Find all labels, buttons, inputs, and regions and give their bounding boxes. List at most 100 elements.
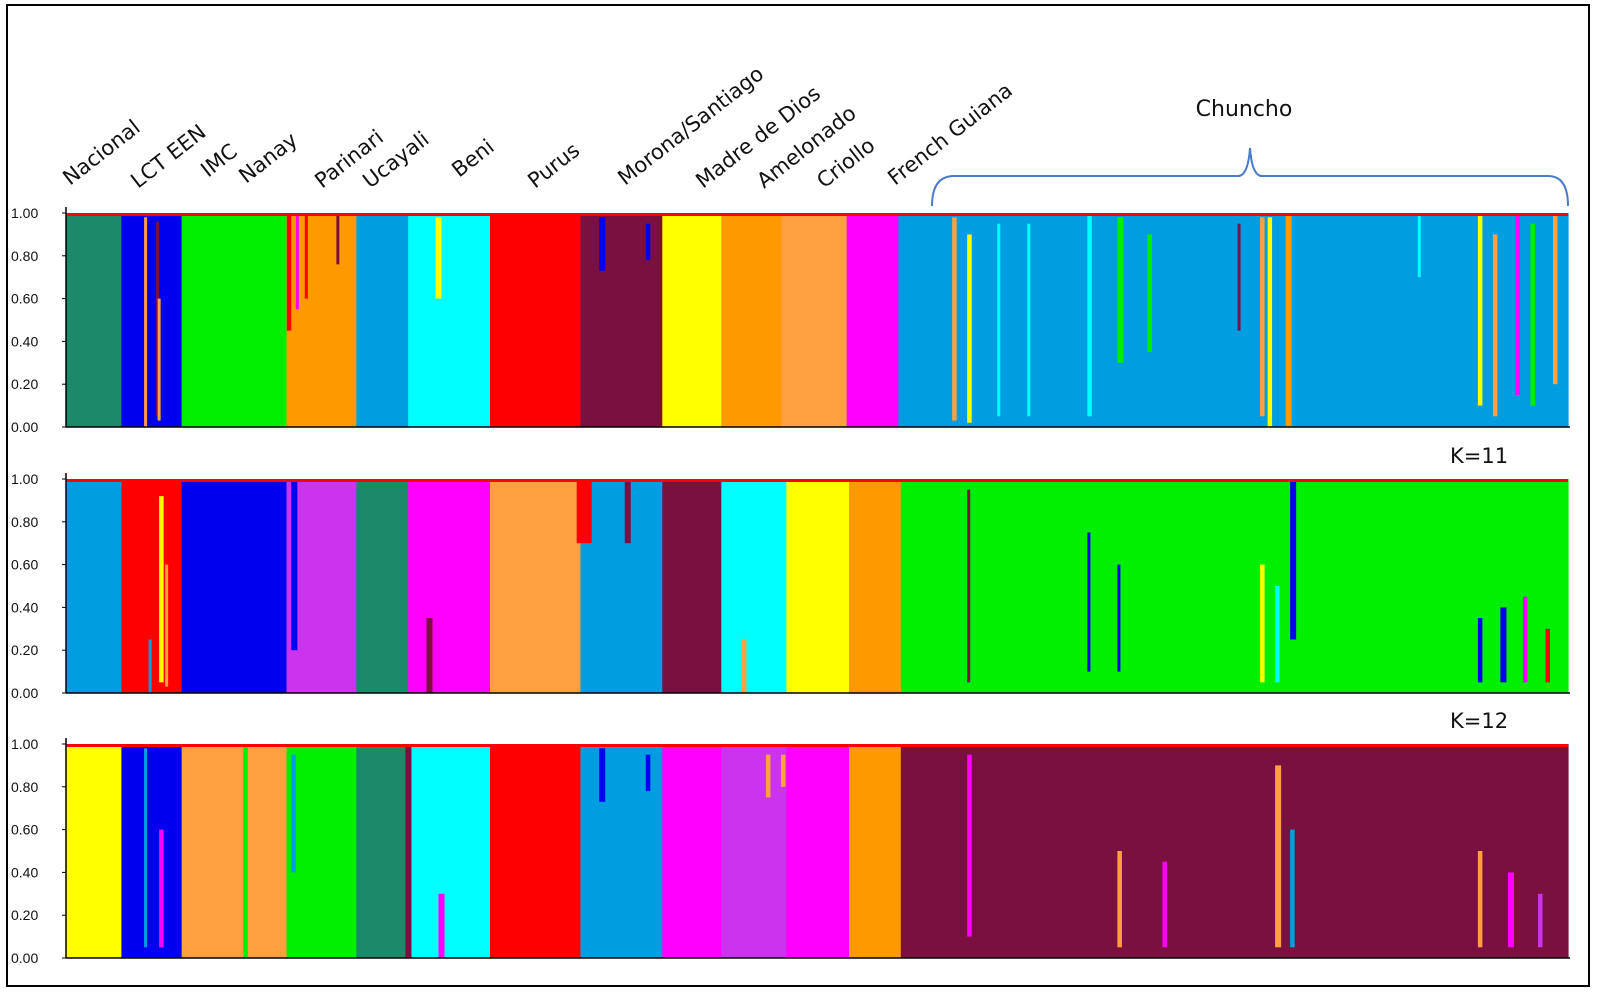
admixture-streak — [1552, 213, 1558, 385]
admixture-streak — [243, 744, 248, 958]
population-label: Beni — [447, 134, 498, 182]
admixture-streak — [291, 754, 296, 873]
population-block — [356, 479, 409, 693]
admixture-streak — [1117, 851, 1122, 948]
admixture-streak — [1477, 213, 1483, 406]
y-tick-label: 0.80 — [11, 514, 38, 530]
population-block — [848, 744, 902, 958]
population-block — [490, 744, 582, 958]
population-block — [781, 213, 848, 427]
admixture-streak — [1290, 829, 1295, 948]
bracket-line — [931, 147, 1569, 207]
population-block — [408, 213, 491, 427]
k-label: K=11 — [1450, 444, 1508, 468]
y-tick-label: 0.00 — [11, 419, 38, 435]
admixture-streak — [1087, 213, 1092, 417]
admixture-streak — [336, 213, 340, 265]
admixture-streak — [1027, 223, 1031, 417]
admixture-streak — [1530, 223, 1535, 406]
chuncho-label: Chuncho — [1196, 97, 1293, 122]
population-block — [181, 744, 288, 958]
panel-2: 1.00 0.80 0.60 0.40 0.20 0.00 K=11 — [11, 444, 1570, 701]
admixture-streak — [1275, 765, 1282, 948]
population-block — [898, 213, 1569, 427]
chuncho-bracket: Chuncho — [931, 97, 1569, 207]
population-block — [900, 744, 1569, 958]
population-block — [286, 479, 357, 693]
admixture-streak — [765, 754, 771, 798]
population-block — [121, 213, 183, 427]
top-rim — [66, 744, 1568, 747]
admixture-streak — [967, 489, 971, 683]
admixture-streak — [165, 564, 169, 687]
population-block — [490, 479, 582, 693]
admixture-streak — [645, 754, 651, 792]
population-block — [408, 744, 491, 958]
panel-1: 1.00 0.80 0.60 0.40 0.20 0.00 — [11, 205, 1570, 435]
admixture-streak — [576, 479, 592, 544]
y-tick-label: 0.20 — [11, 907, 38, 923]
population-block — [786, 744, 850, 958]
y-tick-label: 0.60 — [11, 822, 38, 838]
admixture-streak — [144, 217, 148, 427]
admixture-streak — [967, 234, 972, 423]
admixture-streak — [1147, 234, 1152, 353]
population-block — [662, 479, 722, 693]
admixture-streak — [1492, 234, 1498, 417]
admixture-streak — [1545, 628, 1550, 683]
structure-figure: Nacional LCT EEN IMC Nanay Parinari Ucayali Be… — [6, 4, 1590, 987]
admixture-streak — [438, 893, 445, 958]
admixture-streak — [780, 754, 786, 787]
admixture-streak — [1117, 564, 1121, 672]
admixture-streak — [645, 223, 651, 261]
admixture-streak — [1260, 564, 1265, 683]
population-block — [580, 479, 663, 693]
admixture-streak — [435, 217, 442, 299]
population-label: IMC — [196, 139, 241, 182]
y-tick-label: 0.60 — [11, 291, 38, 307]
admixture-streak — [148, 639, 152, 693]
population-block — [846, 213, 900, 427]
population-block — [786, 479, 850, 693]
y-tick-label: 0.40 — [11, 599, 38, 615]
admixture-streak — [1260, 217, 1265, 417]
y-tick-label: 0.60 — [11, 557, 38, 573]
population-block — [721, 479, 787, 693]
population-block — [66, 213, 123, 427]
y-tick-label: 0.80 — [11, 779, 38, 795]
population-label: Purus — [523, 138, 584, 193]
admixture-streak — [1477, 851, 1483, 948]
population-block — [721, 213, 783, 427]
admixture-streak — [967, 754, 972, 937]
admixture-streak — [1117, 217, 1124, 363]
admixture-streak — [1522, 596, 1528, 683]
admixture-streak — [741, 639, 747, 693]
admixture-streak — [1237, 223, 1241, 331]
admixture-streak — [1477, 618, 1483, 683]
admixture-streak — [159, 829, 164, 948]
admixture-streak — [997, 223, 1001, 417]
top-rim — [66, 479, 1568, 482]
y-tick-label: 0.00 — [11, 685, 38, 701]
population-block — [121, 479, 183, 693]
population-block — [66, 744, 123, 958]
admixture-streak — [304, 213, 308, 299]
admixture-streak — [1500, 607, 1507, 683]
admixture-streak — [1285, 213, 1292, 427]
population-block — [662, 213, 722, 427]
population-block — [181, 213, 288, 427]
population-block — [490, 213, 582, 427]
admixture-streak — [157, 298, 161, 421]
admixture-streak — [286, 213, 292, 331]
admixture-streak — [599, 748, 606, 802]
population-label: Morona/Santiago — [613, 62, 768, 190]
population-block — [900, 479, 1569, 693]
population-block — [181, 479, 288, 693]
population-block — [356, 213, 409, 427]
admixture-streak — [1537, 893, 1543, 948]
y-tick-label: 0.20 — [11, 376, 38, 392]
admixture-streak — [144, 748, 148, 948]
admixture-streak — [1290, 479, 1297, 640]
admixture-streak — [624, 479, 631, 544]
